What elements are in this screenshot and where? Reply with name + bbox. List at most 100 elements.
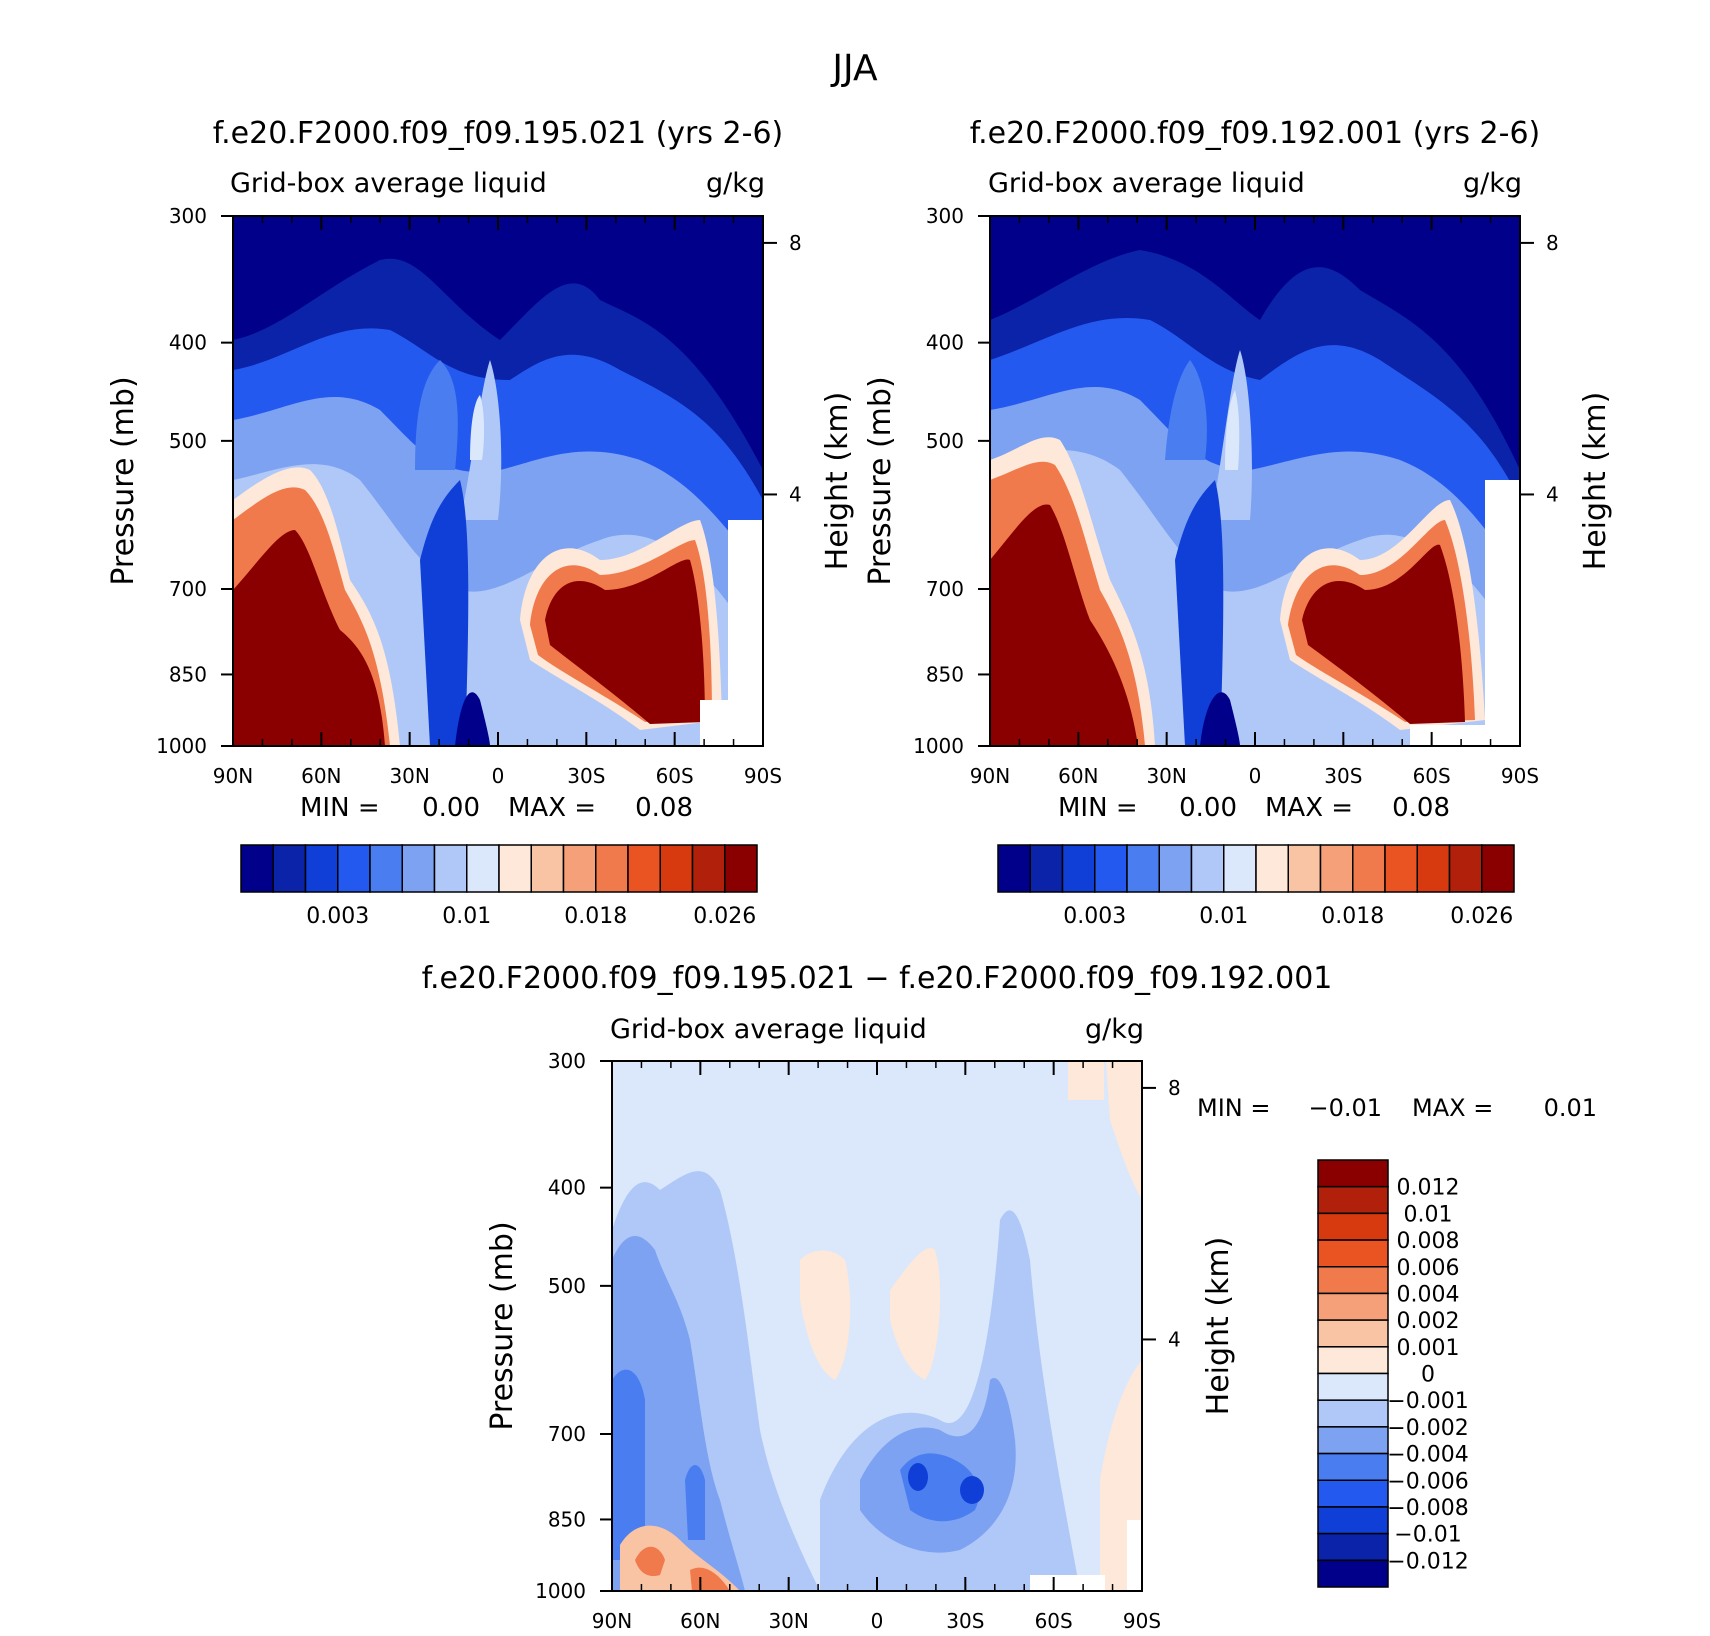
colorbar-box (1317, 1399, 1389, 1428)
colorbar-label: 0.008 (1397, 1229, 1460, 1254)
x-tick-label: 90S (1123, 1609, 1161, 1633)
colorbar-box (1255, 844, 1289, 893)
x-tick-label: 30S (1324, 764, 1362, 788)
colorbar-box (1317, 1346, 1389, 1375)
y-tick-label: 400 (548, 1176, 586, 1200)
colorbar-box (1317, 1212, 1389, 1241)
y-tick-label: 850 (926, 662, 964, 686)
panel-b-units: g/kg (1463, 168, 1522, 199)
x-tick-label: 90N (213, 764, 253, 788)
x-tick-label: 90S (1501, 764, 1539, 788)
colorbar-box (1094, 844, 1128, 893)
y-tick-label: 700 (548, 1422, 586, 1446)
panel-b-max-value: 0.08 (1392, 793, 1450, 823)
x-tick-label: 0 (871, 1609, 884, 1633)
y-tick-label: 1000 (535, 1579, 586, 1603)
panel-a-min-value: 0.00 (422, 793, 480, 823)
colorbar-label: 0.026 (1450, 904, 1513, 929)
panel-b-title: f.e20.F2000.f09_f09.192.001 (yrs 2-6) (970, 116, 1540, 151)
colorbar-box (369, 844, 403, 893)
colorbar-label: −0.01 (1394, 1523, 1461, 1548)
x-tick-label: 30N (389, 764, 429, 788)
y-tick-label: 500 (169, 429, 207, 453)
colorbar-box (1416, 844, 1451, 893)
panel-c-ylabel-right: Height (km) (1201, 1237, 1236, 1416)
colorbar-label: 0.003 (306, 904, 369, 929)
panel-b-max-label: MAX = (1265, 793, 1353, 823)
colorbar-box (1223, 844, 1257, 893)
panel-c-max-value: 0.01 (1544, 1094, 1597, 1122)
colorbar-label: −0.001 (1387, 1389, 1468, 1414)
colorbar-box (691, 844, 726, 893)
panel-c-ylabel: Pressure (mb) (485, 1221, 520, 1430)
y-right-tick-label: 8 (1168, 1076, 1181, 1100)
panel-a-ylabel: Pressure (mb) (106, 376, 141, 585)
x-tick-label: 60N (301, 764, 341, 788)
y-right-tick-label: 4 (1546, 482, 1559, 506)
x-tick-label: 30S (567, 764, 605, 788)
colorbar-box (272, 844, 307, 893)
panel-c-units: g/kg (1085, 1014, 1144, 1045)
colorbar-box (1317, 1426, 1389, 1455)
colorbar-box (1061, 844, 1096, 893)
colorbar-label: 0.018 (1321, 904, 1384, 929)
page-title: JJA (830, 48, 878, 89)
x-tick-label: 30N (768, 1609, 808, 1633)
x-tick-label: 60N (1058, 764, 1098, 788)
colorbar-label: 0.01 (442, 904, 491, 929)
y-right-tick-label: 8 (789, 231, 802, 255)
colorbar-box (1029, 844, 1064, 893)
colorbar-box (997, 844, 1031, 893)
colorbar-label: 0.012 (1397, 1176, 1460, 1201)
x-tick-label: 0 (492, 764, 505, 788)
y-tick-label: 400 (169, 331, 207, 355)
y-right-tick-label: 4 (789, 482, 802, 506)
x-tick-label: 90N (970, 764, 1010, 788)
y-tick-label: 1000 (913, 734, 964, 758)
x-tick-label: 90N (592, 1609, 632, 1633)
panel-c-variable: Grid-box average liquid (610, 1014, 927, 1045)
colorbar-box (1317, 1452, 1389, 1481)
colorbar-box (1317, 1319, 1389, 1348)
panel-c-field (612, 1061, 1142, 1591)
colorbar-box (498, 844, 532, 893)
colorbar-box (659, 844, 694, 893)
panel-c-colorbar: 0.0120.010.0080.0060.0040.0020.0010−0.00… (1317, 1159, 1469, 1588)
panel-a: f.e20.F2000.f09_f09.195.021 (yrs 2-6) Gr… (106, 116, 855, 929)
panel-a-units: g/kg (706, 168, 765, 199)
colorbar-box (627, 844, 661, 893)
panel-c-max-label: MAX = (1412, 1094, 1493, 1122)
panel-a-min-label: MIN = (300, 793, 380, 823)
y-tick-label: 850 (548, 1507, 586, 1531)
panel-b-axes: 90N 60N 30N 0 30S 60S 90S 300 400 500 700 850 1000 8 4 (913, 204, 1559, 788)
y-tick-label: 500 (926, 429, 964, 453)
colorbar-label: −0.004 (1387, 1443, 1468, 1468)
panel-c-title: f.e20.F2000.f09_f09.195.021 − f.e20.F200… (422, 961, 1333, 996)
colorbar-label: −0.012 (1387, 1549, 1468, 1574)
colorbar-label: 0.006 (1397, 1256, 1460, 1281)
x-tick-label: 0 (1249, 764, 1262, 788)
x-tick-label: 60S (1035, 1609, 1073, 1633)
colorbar-box (724, 844, 758, 893)
panel-a-axes: 90N 60N 30N 0 30S 60S 90S 300 400 500 700 850 1000 8 4 (156, 204, 802, 788)
x-tick-label: 60S (1413, 764, 1451, 788)
y-tick-label: 300 (169, 204, 207, 228)
panel-b-min-label: MIN = (1058, 793, 1138, 823)
panel-a-colorbar: 0.003 0.01 0.018 0.026 (240, 844, 758, 929)
panel-b-colorbar: 0.003 0.01 0.018 0.026 (997, 844, 1515, 929)
colorbar-box (433, 844, 468, 893)
colorbar-box (1352, 844, 1386, 893)
panel-b-variable: Grid-box average liquid (988, 168, 1305, 199)
panel-a-title: f.e20.F2000.f09_f09.195.021 (yrs 2-6) (213, 116, 783, 151)
colorbar-label: −0.002 (1387, 1416, 1468, 1441)
colorbar-box (1317, 1292, 1389, 1321)
colorbar-label: 0.004 (1397, 1282, 1460, 1307)
colorbar-box (1190, 844, 1225, 893)
colorbar-box (1317, 1266, 1389, 1295)
colorbar-box (1317, 1372, 1389, 1401)
colorbar-box (1317, 1532, 1389, 1562)
panel-b: f.e20.F2000.f09_f09.192.001 (yrs 2-6) Gr… (863, 116, 1613, 929)
colorbar-label: 0.001 (1397, 1336, 1460, 1361)
panel-b-ylabel-right: Height (km) (1578, 392, 1613, 571)
